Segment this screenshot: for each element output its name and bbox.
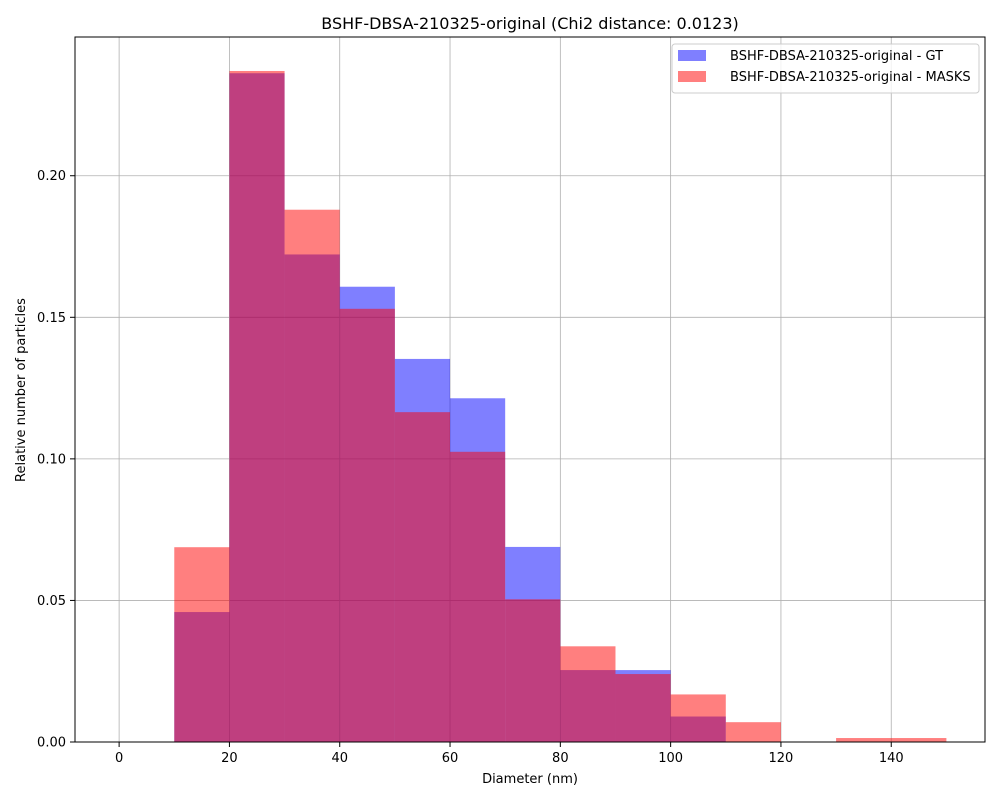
y-axis-label: Relative number of particles xyxy=(14,298,29,482)
legend-swatch-masks xyxy=(678,71,706,82)
x-tick-label: 20 xyxy=(221,751,238,766)
x-tick-label: 60 xyxy=(442,751,459,766)
y-tick-label: 0.10 xyxy=(37,452,66,467)
histogram-bar-masks xyxy=(615,674,671,742)
y-tick-label: 0.20 xyxy=(37,169,66,184)
chart-title: BSHF-DBSA-210325-original (Chi2 distance… xyxy=(321,14,739,33)
histogram-bar-masks xyxy=(560,646,616,742)
histogram-bar-masks xyxy=(174,547,230,742)
histogram-bar-masks xyxy=(725,722,781,742)
histogram-bar-masks xyxy=(450,451,506,742)
legend: BSHF-DBSA-210325-original - GT BSHF-DBSA… xyxy=(671,43,980,94)
histogram-bar-masks xyxy=(394,412,451,742)
y-tick-label: 0.00 xyxy=(37,736,66,751)
legend-label-gt: BSHF-DBSA-210325-original - GT xyxy=(730,49,943,64)
x-tick-label: 0 xyxy=(115,751,123,766)
y-tick-label: 0.05 xyxy=(37,594,66,609)
y-tick-label: 0.15 xyxy=(37,311,66,326)
x-axis-label: Diameter (nm) xyxy=(482,772,578,787)
histogram-bar-masks xyxy=(339,308,395,742)
grid-lines xyxy=(75,37,985,743)
x-tick-label: 80 xyxy=(552,751,569,766)
x-tick-label: 40 xyxy=(331,751,348,766)
x-tick-label: 140 xyxy=(879,751,904,766)
x-tick-label: 120 xyxy=(769,751,794,766)
histogram-bar-masks xyxy=(670,694,726,742)
histogram-bar-masks xyxy=(836,738,892,742)
legend-label-masks: BSHF-DBSA-210325-original - MASKS xyxy=(730,70,971,85)
histogram-bar-masks xyxy=(891,738,947,742)
histogram-bar-masks xyxy=(229,70,285,743)
plot-frame xyxy=(74,36,986,743)
legend-swatch-gt xyxy=(678,50,706,61)
x-tick-label: 100 xyxy=(658,751,683,766)
histogram-bars xyxy=(174,70,947,743)
histogram-bar-masks xyxy=(505,599,561,742)
histogram-bar-masks xyxy=(284,209,340,743)
legend-box xyxy=(671,43,980,94)
axis-ticks: 0 20 40 60 80 100 120 140 0.00 0.05 0.10 0.15 0.20 xyxy=(37,169,904,766)
